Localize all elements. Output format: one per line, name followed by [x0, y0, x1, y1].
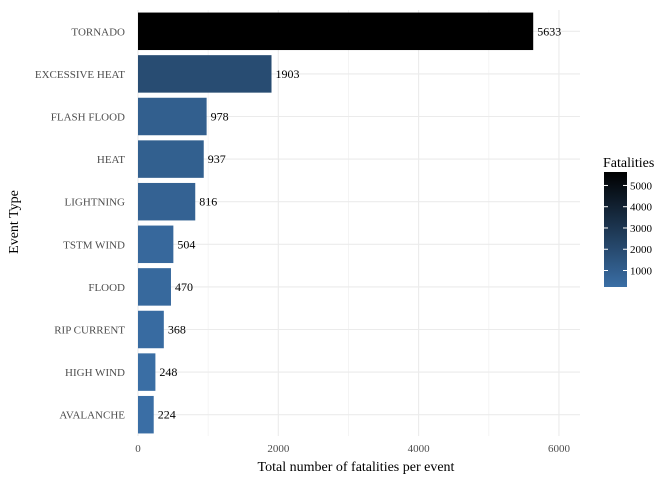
y-axis-title: Event Type: [7, 190, 22, 254]
colorbar-tick-label: 2000: [630, 244, 653, 256]
data-label: 1903: [276, 67, 300, 81]
colorbar-tick-label: 5000: [630, 180, 653, 192]
category-label: TORNADO: [71, 26, 125, 38]
bar: [138, 182, 196, 221]
bar: [138, 268, 171, 306]
x-tick-label: 6000: [548, 443, 571, 455]
category-label: HEAT: [97, 154, 125, 166]
data-label: 816: [199, 195, 217, 209]
x-axis-tick-labels: 0 2000 4000 6000: [135, 443, 570, 455]
category-label: RIP CURRENT: [54, 325, 125, 337]
category-label: TSTM WIND: [63, 239, 125, 251]
data-label: 224: [158, 408, 176, 422]
bar: [138, 395, 154, 434]
x-tick-label: 2000: [267, 443, 290, 455]
legend-title: Fatalities: [603, 156, 654, 171]
colorbar-legend: Fatalities 1000 2000 3000 4000 5000: [603, 156, 654, 287]
colorbar-tick-label: 1000: [630, 266, 653, 278]
category-label: FLASH FLOOD: [51, 112, 125, 124]
x-tick-label: 4000: [408, 443, 431, 455]
grid: [137, 10, 580, 436]
data-label: 248: [159, 365, 177, 379]
data-labels: 5633 1903 978 937 816 504 470 368 248 224: [158, 24, 561, 421]
bar: [138, 12, 534, 51]
data-label: 470: [175, 280, 193, 294]
data-label: 978: [211, 110, 229, 124]
bar: [138, 55, 272, 93]
category-label: AVALANCHE: [59, 410, 125, 422]
category-label: FLOOD: [88, 282, 125, 294]
colorbar-ticks: 1000 2000 3000 4000 5000: [604, 180, 653, 278]
colorbar-tick-label: 4000: [630, 202, 653, 214]
bar: [138, 225, 174, 264]
category-label: LIGHTNING: [65, 197, 126, 209]
category-label: HIGH WIND: [65, 367, 125, 379]
x-axis-title: Total number of fatalities per event: [258, 460, 455, 475]
bar: [138, 310, 164, 349]
data-label: 368: [168, 323, 186, 337]
bars: [138, 12, 534, 434]
x-tick-label: 0: [135, 443, 141, 455]
colorbar-tick-label: 3000: [630, 223, 653, 235]
bar: [138, 97, 207, 136]
data-label: 504: [177, 237, 195, 251]
data-label: 937: [208, 152, 226, 166]
bar: [138, 353, 156, 391]
y-axis-category-labels: TORNADO EXCESSIVE HEAT FLASH FLOOD HEAT LIGH…: [35, 26, 125, 421]
colorbar: [604, 172, 627, 287]
category-label: EXCESSIVE HEAT: [35, 69, 125, 81]
data-label: 5633: [537, 24, 561, 38]
bar: [138, 140, 204, 178]
